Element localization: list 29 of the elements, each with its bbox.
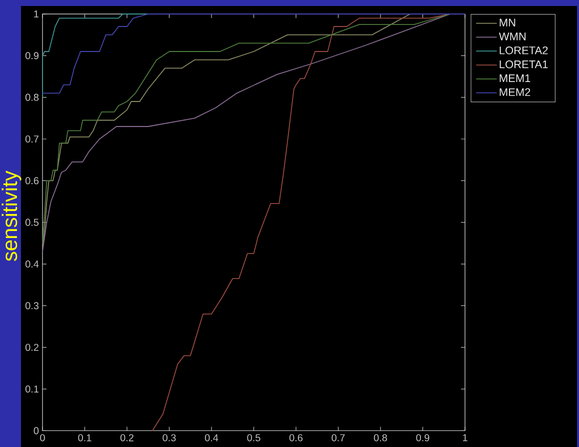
x-tick-label: 0: [40, 434, 45, 442]
y-tick-label: 0.6: [25, 177, 39, 184]
legend-label: MN: [500, 18, 516, 26]
x-tick-label: 0.6: [289, 434, 303, 442]
y-axis-title: sensitivity: [2, 170, 22, 262]
legend-label: WMN: [498, 32, 526, 40]
x-tick-label: 0.9: [416, 434, 430, 442]
x-tick-label: 1: [462, 434, 468, 442]
x-tick-label: 0.7: [332, 434, 345, 442]
y-tick-label: 0.9: [25, 52, 39, 60]
y-tick-label: 1: [34, 10, 38, 18]
legend-label: LORETA2: [500, 46, 548, 54]
legend-label: MEM1: [500, 74, 530, 82]
y-tick-label: 0.5: [25, 218, 39, 226]
x-tick-label: 0.2: [120, 434, 134, 442]
y-tick-label: 0.1: [25, 385, 38, 393]
x-tick-label: 0.8: [374, 434, 388, 442]
legend-label: LORETA1: [500, 60, 548, 68]
x-tick-label: 0.1: [78, 434, 92, 442]
legend-label: MEM2: [500, 88, 530, 96]
y-tick-label: 0.8: [25, 94, 39, 101]
y-tick-label: 0.7: [25, 135, 38, 143]
y-tick-label: 0.4: [25, 260, 39, 268]
y-tick-label: 0: [34, 427, 39, 434]
y-tick-label: 0.2: [25, 344, 38, 351]
x-tick-label: 0.4: [204, 434, 218, 442]
x-tick-label: 0.5: [247, 434, 260, 442]
x-tick-label: 0.3: [162, 434, 176, 442]
y-tick-label: 0.3: [25, 302, 39, 310]
